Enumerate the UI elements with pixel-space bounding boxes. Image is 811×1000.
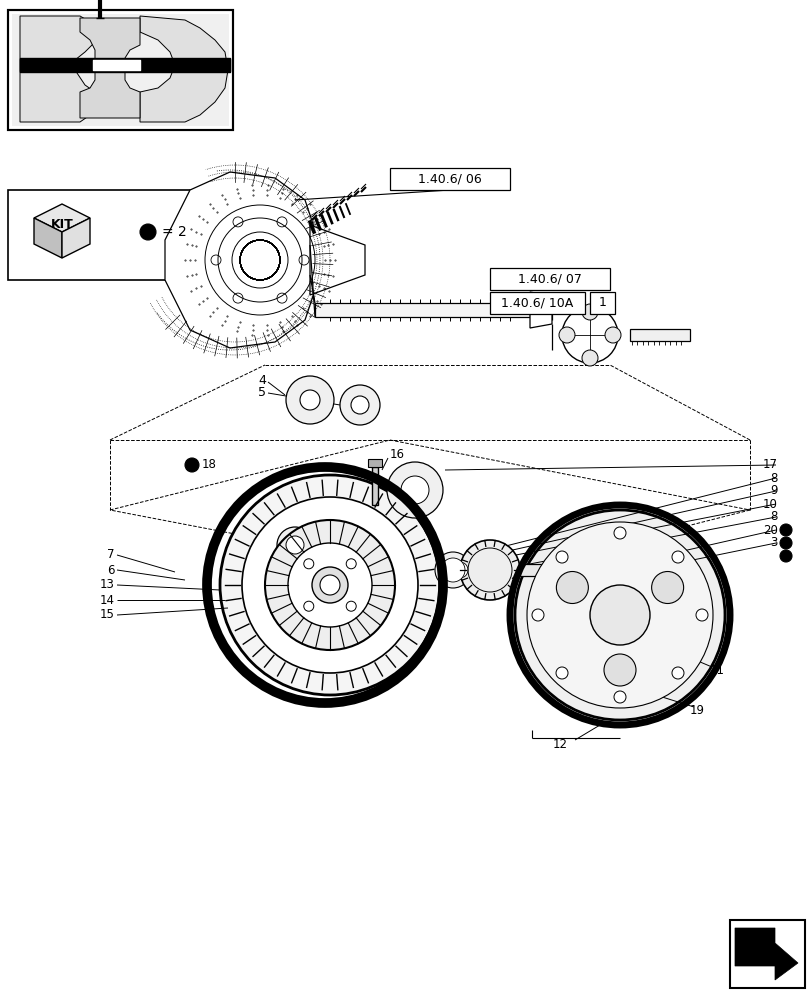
Text: 12: 12: [551, 738, 567, 752]
Text: 10: 10: [762, 497, 777, 510]
Text: 5: 5: [258, 386, 266, 399]
Polygon shape: [310, 225, 365, 295]
Circle shape: [340, 385, 380, 425]
Circle shape: [242, 497, 418, 673]
Bar: [729, 920, 804, 988]
Text: 1.40.6/ 10A: 1.40.6/ 10A: [500, 296, 573, 310]
Text: 1.40.6/ 06: 1.40.6/ 06: [418, 173, 481, 186]
Circle shape: [779, 550, 791, 562]
Polygon shape: [20, 16, 95, 122]
Circle shape: [303, 601, 313, 611]
Text: 8: 8: [770, 472, 777, 485]
Polygon shape: [734, 928, 797, 980]
Bar: [367, 459, 381, 467]
Circle shape: [604, 327, 620, 343]
Polygon shape: [80, 18, 139, 118]
Circle shape: [531, 609, 543, 621]
Circle shape: [345, 601, 356, 611]
Bar: [371, 467, 378, 505]
Polygon shape: [165, 172, 315, 348]
Circle shape: [695, 609, 707, 621]
Bar: [315, 303, 530, 317]
Text: = 2: = 2: [162, 225, 187, 239]
Circle shape: [440, 558, 465, 582]
Circle shape: [460, 540, 519, 600]
Text: 1.40.6/ 07: 1.40.6/ 07: [517, 272, 581, 286]
Text: 4: 4: [258, 373, 266, 386]
Bar: [590, 292, 614, 314]
Circle shape: [320, 575, 340, 595]
Circle shape: [445, 556, 474, 584]
Polygon shape: [530, 292, 551, 328]
Bar: [8, 190, 203, 280]
Text: 18: 18: [202, 458, 217, 472]
Bar: [489, 292, 584, 314]
Text: 8: 8: [770, 510, 777, 524]
Circle shape: [558, 327, 574, 343]
Circle shape: [514, 510, 724, 720]
Circle shape: [345, 559, 356, 569]
Circle shape: [401, 476, 428, 504]
Text: 17: 17: [762, 458, 777, 472]
Bar: [8, 10, 233, 130]
Text: 7: 7: [107, 548, 115, 562]
Circle shape: [299, 390, 320, 410]
Circle shape: [672, 667, 683, 679]
Circle shape: [651, 572, 683, 603]
Circle shape: [613, 691, 625, 703]
Circle shape: [185, 458, 199, 472]
Circle shape: [264, 520, 394, 650]
Bar: [12, 14, 229, 126]
Circle shape: [303, 559, 313, 569]
Text: 15: 15: [100, 608, 115, 621]
Polygon shape: [62, 218, 90, 258]
Polygon shape: [139, 16, 228, 122]
Polygon shape: [34, 204, 90, 232]
Bar: [549, 562, 599, 578]
Text: 3: 3: [770, 536, 777, 550]
Text: 16: 16: [389, 448, 405, 462]
Circle shape: [285, 376, 333, 424]
Circle shape: [220, 475, 440, 695]
Circle shape: [311, 567, 348, 603]
Text: 14: 14: [100, 593, 115, 606]
Circle shape: [561, 307, 617, 363]
Circle shape: [581, 304, 597, 320]
Circle shape: [139, 224, 156, 240]
Circle shape: [581, 350, 597, 366]
Bar: [519, 564, 609, 576]
Text: KIT: KIT: [50, 218, 73, 231]
Circle shape: [779, 537, 791, 549]
Text: 1: 1: [598, 296, 606, 310]
Circle shape: [556, 667, 568, 679]
Circle shape: [285, 536, 303, 554]
Circle shape: [526, 522, 712, 708]
Polygon shape: [34, 218, 62, 258]
Bar: [489, 268, 609, 290]
Text: 6: 6: [107, 564, 115, 576]
Circle shape: [387, 462, 443, 518]
Circle shape: [277, 527, 312, 563]
Bar: [629, 329, 689, 341]
Circle shape: [613, 527, 625, 539]
Circle shape: [556, 551, 568, 563]
Circle shape: [288, 543, 371, 627]
Circle shape: [452, 562, 467, 578]
Circle shape: [590, 585, 649, 645]
Text: 9: 9: [770, 485, 777, 497]
Text: 19: 19: [689, 704, 704, 716]
Circle shape: [350, 396, 368, 414]
Circle shape: [603, 654, 635, 686]
Text: 13: 13: [100, 578, 115, 591]
Circle shape: [779, 524, 791, 536]
Circle shape: [556, 572, 588, 603]
Text: 11: 11: [709, 664, 724, 676]
Bar: [389, 168, 509, 190]
Bar: [8, 10, 233, 130]
Circle shape: [435, 552, 470, 588]
Text: 20: 20: [762, 524, 777, 536]
Circle shape: [672, 551, 683, 563]
